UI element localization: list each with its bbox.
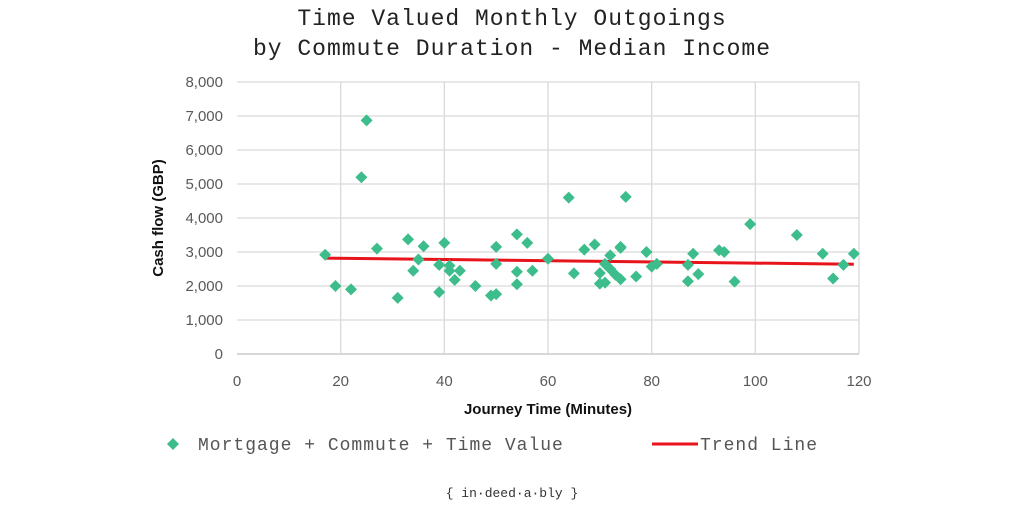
data-point bbox=[490, 240, 503, 253]
data-point bbox=[681, 258, 694, 271]
x-tick-label: 60 bbox=[540, 373, 557, 390]
data-point bbox=[490, 257, 503, 270]
data-point bbox=[604, 249, 617, 262]
data-point bbox=[490, 288, 503, 301]
data-point bbox=[650, 257, 663, 270]
data-point bbox=[718, 246, 731, 258]
data-point bbox=[744, 218, 757, 231]
chart-title-line1: Time Valued Monthly Outgoings bbox=[297, 6, 727, 32]
y-tick-label: 8,000 bbox=[185, 74, 223, 91]
data-point bbox=[619, 190, 632, 203]
data-point bbox=[448, 273, 461, 286]
data-point bbox=[433, 286, 446, 299]
data-point bbox=[370, 242, 383, 255]
data-point bbox=[588, 238, 601, 251]
chart-title-line2: by Commute Duration - Median Income bbox=[252, 36, 772, 62]
y-tick-label: 3,000 bbox=[185, 244, 223, 261]
data-point bbox=[407, 264, 420, 277]
data-point bbox=[526, 264, 539, 277]
data-point bbox=[837, 258, 850, 271]
data-point bbox=[630, 270, 643, 283]
data-point bbox=[593, 267, 606, 280]
x-tick-label: 120 bbox=[846, 373, 871, 390]
data-point bbox=[847, 247, 860, 260]
data-point bbox=[453, 264, 466, 277]
data-point bbox=[542, 252, 554, 265]
data-point bbox=[360, 114, 373, 127]
data-point bbox=[402, 233, 415, 246]
data-point bbox=[319, 248, 332, 261]
data-point bbox=[433, 258, 446, 271]
data-point bbox=[438, 236, 451, 249]
data-point bbox=[443, 264, 456, 277]
data-point bbox=[510, 278, 523, 291]
x-tick-label: 100 bbox=[743, 373, 768, 390]
data-point bbox=[578, 243, 591, 256]
data-point bbox=[728, 275, 741, 288]
y-tick-label: 5,000 bbox=[185, 176, 223, 193]
data-point bbox=[614, 240, 627, 253]
data-point bbox=[510, 228, 523, 241]
data-point bbox=[329, 280, 342, 292]
y-tick-label: 7,000 bbox=[185, 108, 223, 125]
data-point bbox=[345, 283, 358, 296]
legend-marker-diamond bbox=[167, 438, 179, 450]
legend-label-points: Mortgage + Commute + Time Value bbox=[198, 436, 564, 456]
x-tick-label: 20 bbox=[332, 373, 349, 390]
trend-line bbox=[325, 256, 854, 266]
data-point bbox=[469, 280, 482, 292]
data-point bbox=[790, 229, 803, 241]
y-tick-label: 1,000 bbox=[185, 312, 223, 329]
data-point bbox=[827, 272, 840, 285]
y-tick-label: 6,000 bbox=[185, 142, 223, 159]
data-point bbox=[510, 265, 523, 278]
data-point bbox=[687, 247, 700, 260]
x-tick-label: 80 bbox=[643, 373, 660, 390]
data-point bbox=[681, 275, 694, 288]
data-point bbox=[521, 236, 534, 249]
y-tick-label: 4,000 bbox=[185, 210, 223, 227]
data-point bbox=[567, 267, 580, 280]
data-point bbox=[355, 171, 368, 184]
credit-text: { in·deed·a·bly } bbox=[445, 486, 579, 501]
data-point bbox=[412, 253, 425, 266]
legend-label-trend: Trend Line bbox=[700, 436, 818, 456]
data-point bbox=[391, 291, 404, 304]
data-point bbox=[599, 276, 612, 289]
data-point bbox=[816, 247, 829, 260]
data-point bbox=[417, 240, 430, 253]
x-tick-label: 40 bbox=[436, 373, 453, 390]
data-point bbox=[614, 273, 627, 286]
x-tick-label: 0 bbox=[233, 373, 241, 390]
x-axis-label: Journey Time (Minutes) bbox=[464, 401, 632, 418]
y-tick-label: 0 bbox=[215, 346, 223, 363]
data-point bbox=[692, 268, 705, 281]
data-point bbox=[562, 191, 575, 204]
y-axis-label: Cash flow (GBP) bbox=[150, 159, 167, 277]
data-point bbox=[640, 246, 653, 258]
y-tick-label: 2,000 bbox=[185, 278, 223, 295]
